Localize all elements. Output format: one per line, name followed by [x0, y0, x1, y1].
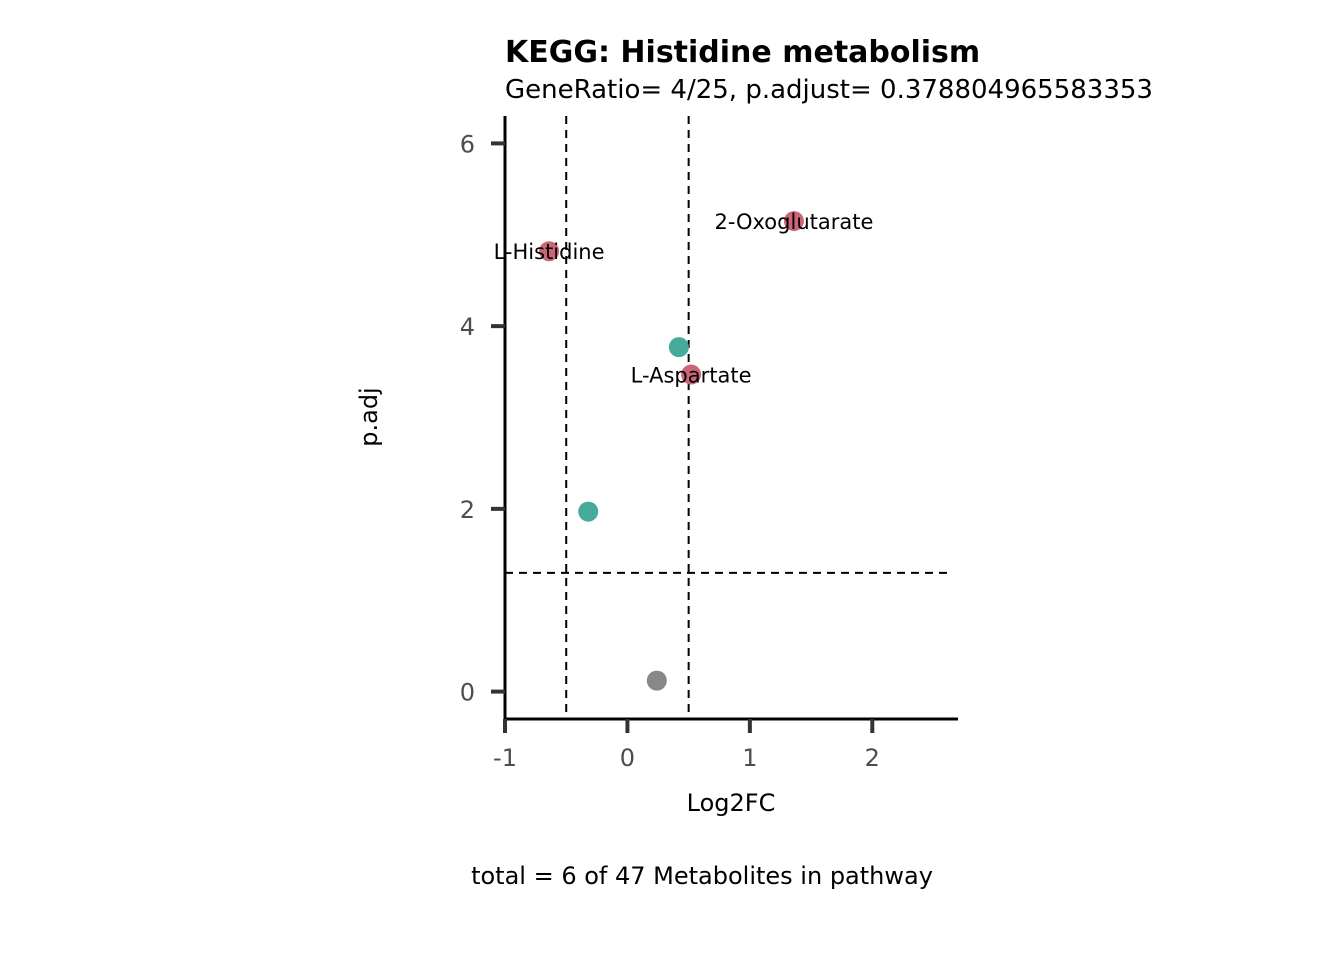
threshold-lines [505, 116, 950, 719]
y-tick-label: 4 [460, 313, 475, 341]
y-tick-label: 2 [460, 496, 475, 524]
data-point-label: L-Aspartate [631, 364, 752, 388]
data-point [668, 337, 689, 358]
chart-caption: total = 6 of 47 Metabolites in pathway [471, 862, 933, 890]
chart-title: KEGG: Histidine metabolism [505, 35, 980, 70]
y-axis-ticks: 0 2 4 6 [460, 130, 505, 707]
x-axis-ticks: -1 0 1 2 [493, 719, 880, 772]
x-tick-label: 0 [620, 744, 635, 772]
x-axis-title: Log2FC [687, 789, 776, 817]
y-tick-label: 6 [460, 130, 475, 158]
x-tick-label: 1 [742, 744, 757, 772]
data-point-label: 2-Oxoglutarate [714, 210, 873, 234]
data-point [539, 241, 560, 262]
data-point [681, 364, 702, 385]
x-tick-label: -1 [493, 744, 517, 772]
data-point-labels: L-Histidine 2-Oxoglutarate L-Aspartate [494, 210, 874, 387]
x-tick-label: 2 [865, 744, 880, 772]
data-point [578, 501, 599, 522]
data-point-label: L-Histidine [494, 240, 605, 264]
y-axis-title: p.adj [355, 387, 383, 446]
data-points [539, 211, 804, 691]
y-tick-label: 0 [460, 679, 475, 707]
data-point [783, 211, 804, 232]
data-point [646, 670, 667, 691]
chart-subtitle: GeneRatio= 4/25, p.adjust= 0.37880496558… [505, 75, 1153, 105]
